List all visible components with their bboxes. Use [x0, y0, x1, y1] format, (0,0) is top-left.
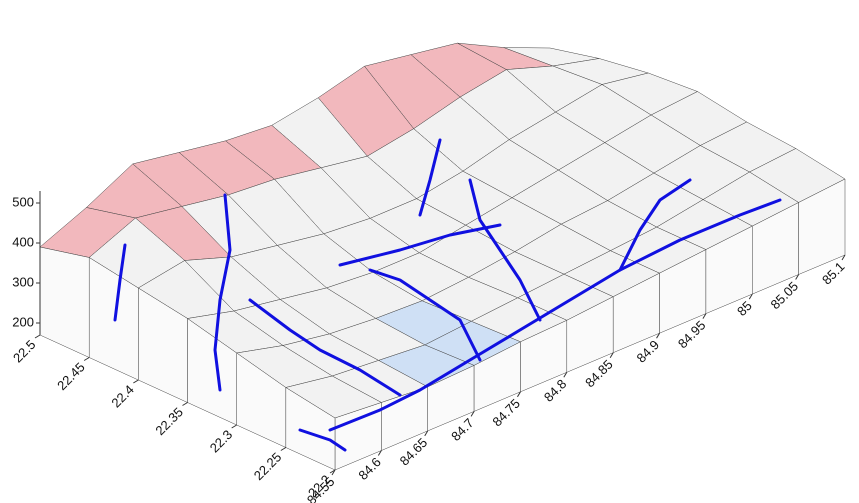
y-tick-label: 22.25 [251, 449, 285, 483]
y-tick-label: 22.5 [10, 337, 39, 366]
x-tick-label: 85 [734, 298, 755, 319]
chart: 84.5584.684.6584.784.7584.884.8584.984.9… [0, 0, 859, 503]
y-tick [281, 448, 286, 451]
y-tick [183, 403, 188, 406]
side-wall [40, 247, 89, 358]
y-tick-label: 22.4 [108, 382, 137, 411]
z-tick-label: 300 [12, 274, 34, 289]
z-tick-label: 500 [12, 194, 34, 209]
z-tick-label: 400 [12, 234, 34, 249]
z-tick-label: 200 [12, 314, 34, 329]
y-tick [84, 358, 89, 361]
y-tick [133, 380, 138, 383]
y-tick [35, 335, 40, 338]
y-tick-label: 22.35 [152, 404, 186, 438]
y-tick-label: 22.3 [207, 427, 236, 456]
surface [40, 43, 845, 470]
y-tick [232, 425, 237, 428]
y-tick-label: 22.45 [54, 359, 88, 393]
